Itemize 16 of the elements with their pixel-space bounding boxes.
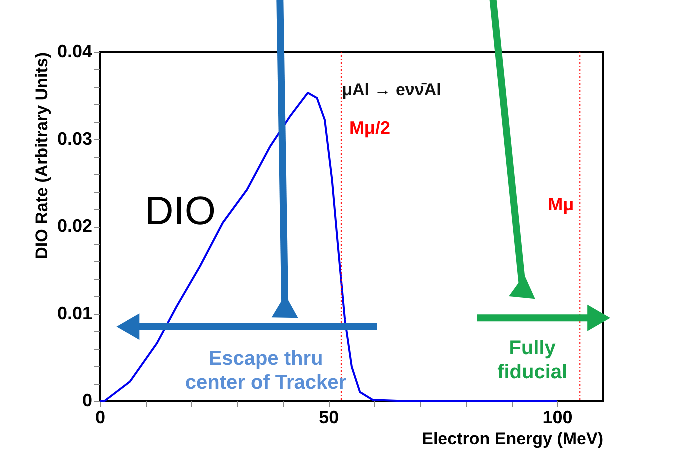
ref-line-label: Mμ: [548, 194, 574, 215]
x-tick-label: 100: [542, 408, 573, 428]
x-tick-label: 50: [319, 408, 340, 428]
ref-line-label: Mμ/2: [349, 118, 390, 138]
annotation: DIO: [144, 190, 216, 234]
annotation: Fully fiducial: [498, 338, 568, 384]
y-tick-label: 0.01: [57, 303, 92, 324]
y-tick-label: 0.03: [57, 128, 92, 149]
x-tick-label: 0: [95, 408, 106, 428]
y-axis-title: DIO Rate (Arbitrary Units): [32, 52, 52, 260]
annotation: Escape thru center of Tracker: [185, 348, 347, 394]
annotation: μAl → eνν̄Al: [342, 80, 442, 100]
y-tick-label: 0: [82, 390, 92, 410]
y-tick-label: 0.02: [57, 216, 92, 236]
y-tick-label: 0.04: [57, 42, 92, 62]
x-axis-title: Electron Energy (MeV): [422, 430, 604, 448]
